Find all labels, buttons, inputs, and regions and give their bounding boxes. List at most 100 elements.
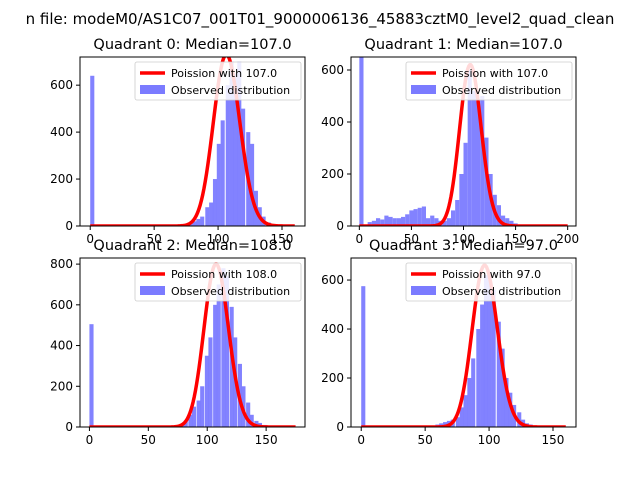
subplot-title: Quadrant 0: Median=107.0 xyxy=(93,37,291,53)
histogram-bar xyxy=(188,224,193,226)
subplot-quadrant-0: Quadrant 0: Median=107.0 0 50 100 150 0 200 400… xyxy=(50,37,306,246)
legend: Poission with 107.0 Observed distribution xyxy=(405,61,573,101)
axes-frame xyxy=(79,56,306,227)
y-tick-label: 800 xyxy=(50,257,73,271)
histogram-bar xyxy=(221,268,226,427)
histogram-bar xyxy=(483,275,489,427)
histogram-bar xyxy=(421,206,426,226)
legend-patch-swatch xyxy=(140,85,165,94)
histogram-bar xyxy=(509,220,514,226)
histogram-bar xyxy=(467,70,472,226)
legend-entry-observed: Observed distribution xyxy=(442,285,561,298)
histogram-bar xyxy=(367,222,372,226)
histogram-bar xyxy=(500,348,505,427)
x-tick-label: 0 xyxy=(86,232,94,246)
axes-frame xyxy=(350,257,577,428)
histogram-bar xyxy=(455,200,460,226)
x-tick-label: 50 xyxy=(418,433,433,447)
legend-entry-poisson: Poission with 107.0 xyxy=(171,67,277,80)
x-tick-label: 50 xyxy=(147,232,162,246)
histogram-bar xyxy=(467,378,472,427)
histogram-bar xyxy=(487,280,492,427)
legend-entry-observed: Observed distribution xyxy=(171,285,290,298)
legend: Poission with 97.0 Observed distribution xyxy=(405,262,573,302)
y-tick-label: 0 xyxy=(336,219,344,233)
histogram-bar xyxy=(380,219,385,226)
histogram-bar xyxy=(413,209,418,226)
histogram-bar xyxy=(229,306,234,427)
x-tick-label: 100 xyxy=(478,433,501,447)
histogram-bar xyxy=(224,276,230,427)
histogram-bar xyxy=(384,215,389,226)
x-tick-label: 150 xyxy=(542,433,565,447)
axes-frame xyxy=(79,257,306,428)
legend-patch-swatch xyxy=(411,286,436,295)
x-tick-label: 50 xyxy=(404,232,419,246)
histogram-bar xyxy=(405,214,410,226)
histogram-bar xyxy=(250,143,255,226)
histogram-bar xyxy=(409,210,414,226)
x-tick-label: 0 xyxy=(86,433,94,447)
y-tick-label: 200 xyxy=(321,167,344,181)
histogram-bar xyxy=(196,218,201,226)
histogram-bar xyxy=(254,420,259,427)
y-tick-label: 400 xyxy=(321,322,344,336)
histogram-bar xyxy=(476,329,481,427)
histogram-bar xyxy=(90,75,95,226)
histogram-bar xyxy=(451,210,456,226)
histogram-bar xyxy=(496,321,501,427)
y-tick-label: 400 xyxy=(50,339,73,353)
legend-entry-observed: Observed distribution xyxy=(171,84,290,97)
x-tick-label: 200 xyxy=(556,232,579,246)
legend-entry-poisson: Poission with 97.0 xyxy=(442,268,541,281)
subplot-grid: Quadrant 0: Median=107.0 0 50 100 150 0 200 400… xyxy=(50,37,579,447)
histogram-bar xyxy=(396,218,401,226)
histogram-bar xyxy=(241,108,246,226)
histogram-bar xyxy=(471,90,476,226)
subplot-title: Quadrant 1: Median=107.0 xyxy=(364,37,562,53)
histogram-bar xyxy=(361,286,366,427)
histogram-bar xyxy=(480,96,485,226)
histogram-bar xyxy=(216,143,221,226)
subplot-quadrant-2: Quadrant 2: Median=108.0 0 50 100 150 0 200 400… xyxy=(50,238,306,447)
x-tick-label: 0 xyxy=(356,232,364,246)
legend: Poission with 107.0 Observed distribution xyxy=(134,61,302,101)
y-tick-label: 0 xyxy=(336,420,344,434)
histogram-bar xyxy=(463,395,468,427)
x-tick-label: 100 xyxy=(196,433,219,447)
histogram-bar xyxy=(209,202,214,226)
legend-box xyxy=(134,262,302,302)
y-tick-label: 200 xyxy=(50,379,73,393)
histogram-bar xyxy=(392,218,397,226)
legend-entry-poisson: Poission with 108.0 xyxy=(171,268,277,281)
histogram-bar xyxy=(442,220,447,226)
histogram-bar xyxy=(192,221,197,226)
histogram-bar xyxy=(220,120,225,226)
histogram-bar xyxy=(504,378,509,427)
histogram-bar xyxy=(246,402,251,427)
histogram-bar xyxy=(434,218,439,226)
x-tick-label: 150 xyxy=(271,232,294,246)
legend-entry-observed: Observed distribution xyxy=(442,84,561,97)
histogram-bar xyxy=(480,304,485,427)
x-tick-label: 150 xyxy=(504,232,527,246)
histogram-bar xyxy=(225,85,230,226)
histogram-bar xyxy=(471,358,476,427)
histogram-bar xyxy=(376,218,381,226)
histogram-bar xyxy=(505,218,510,226)
histogram-bar xyxy=(191,406,197,427)
histogram-bar xyxy=(446,218,451,226)
x-tick-label: 100 xyxy=(452,232,475,246)
histogram-bar xyxy=(200,216,205,226)
histogram-bar xyxy=(496,205,501,226)
legend-patch-swatch xyxy=(411,85,436,94)
histogram-bar xyxy=(229,61,234,226)
legend-entry-poisson: Poission with 107.0 xyxy=(442,67,548,80)
histogram-bar xyxy=(237,61,242,226)
histogram-bar xyxy=(200,386,205,427)
y-tick-label: 0 xyxy=(65,420,73,434)
histogram-bar xyxy=(371,220,376,226)
histogram-bar xyxy=(401,216,406,226)
histogram-bar xyxy=(459,407,464,427)
